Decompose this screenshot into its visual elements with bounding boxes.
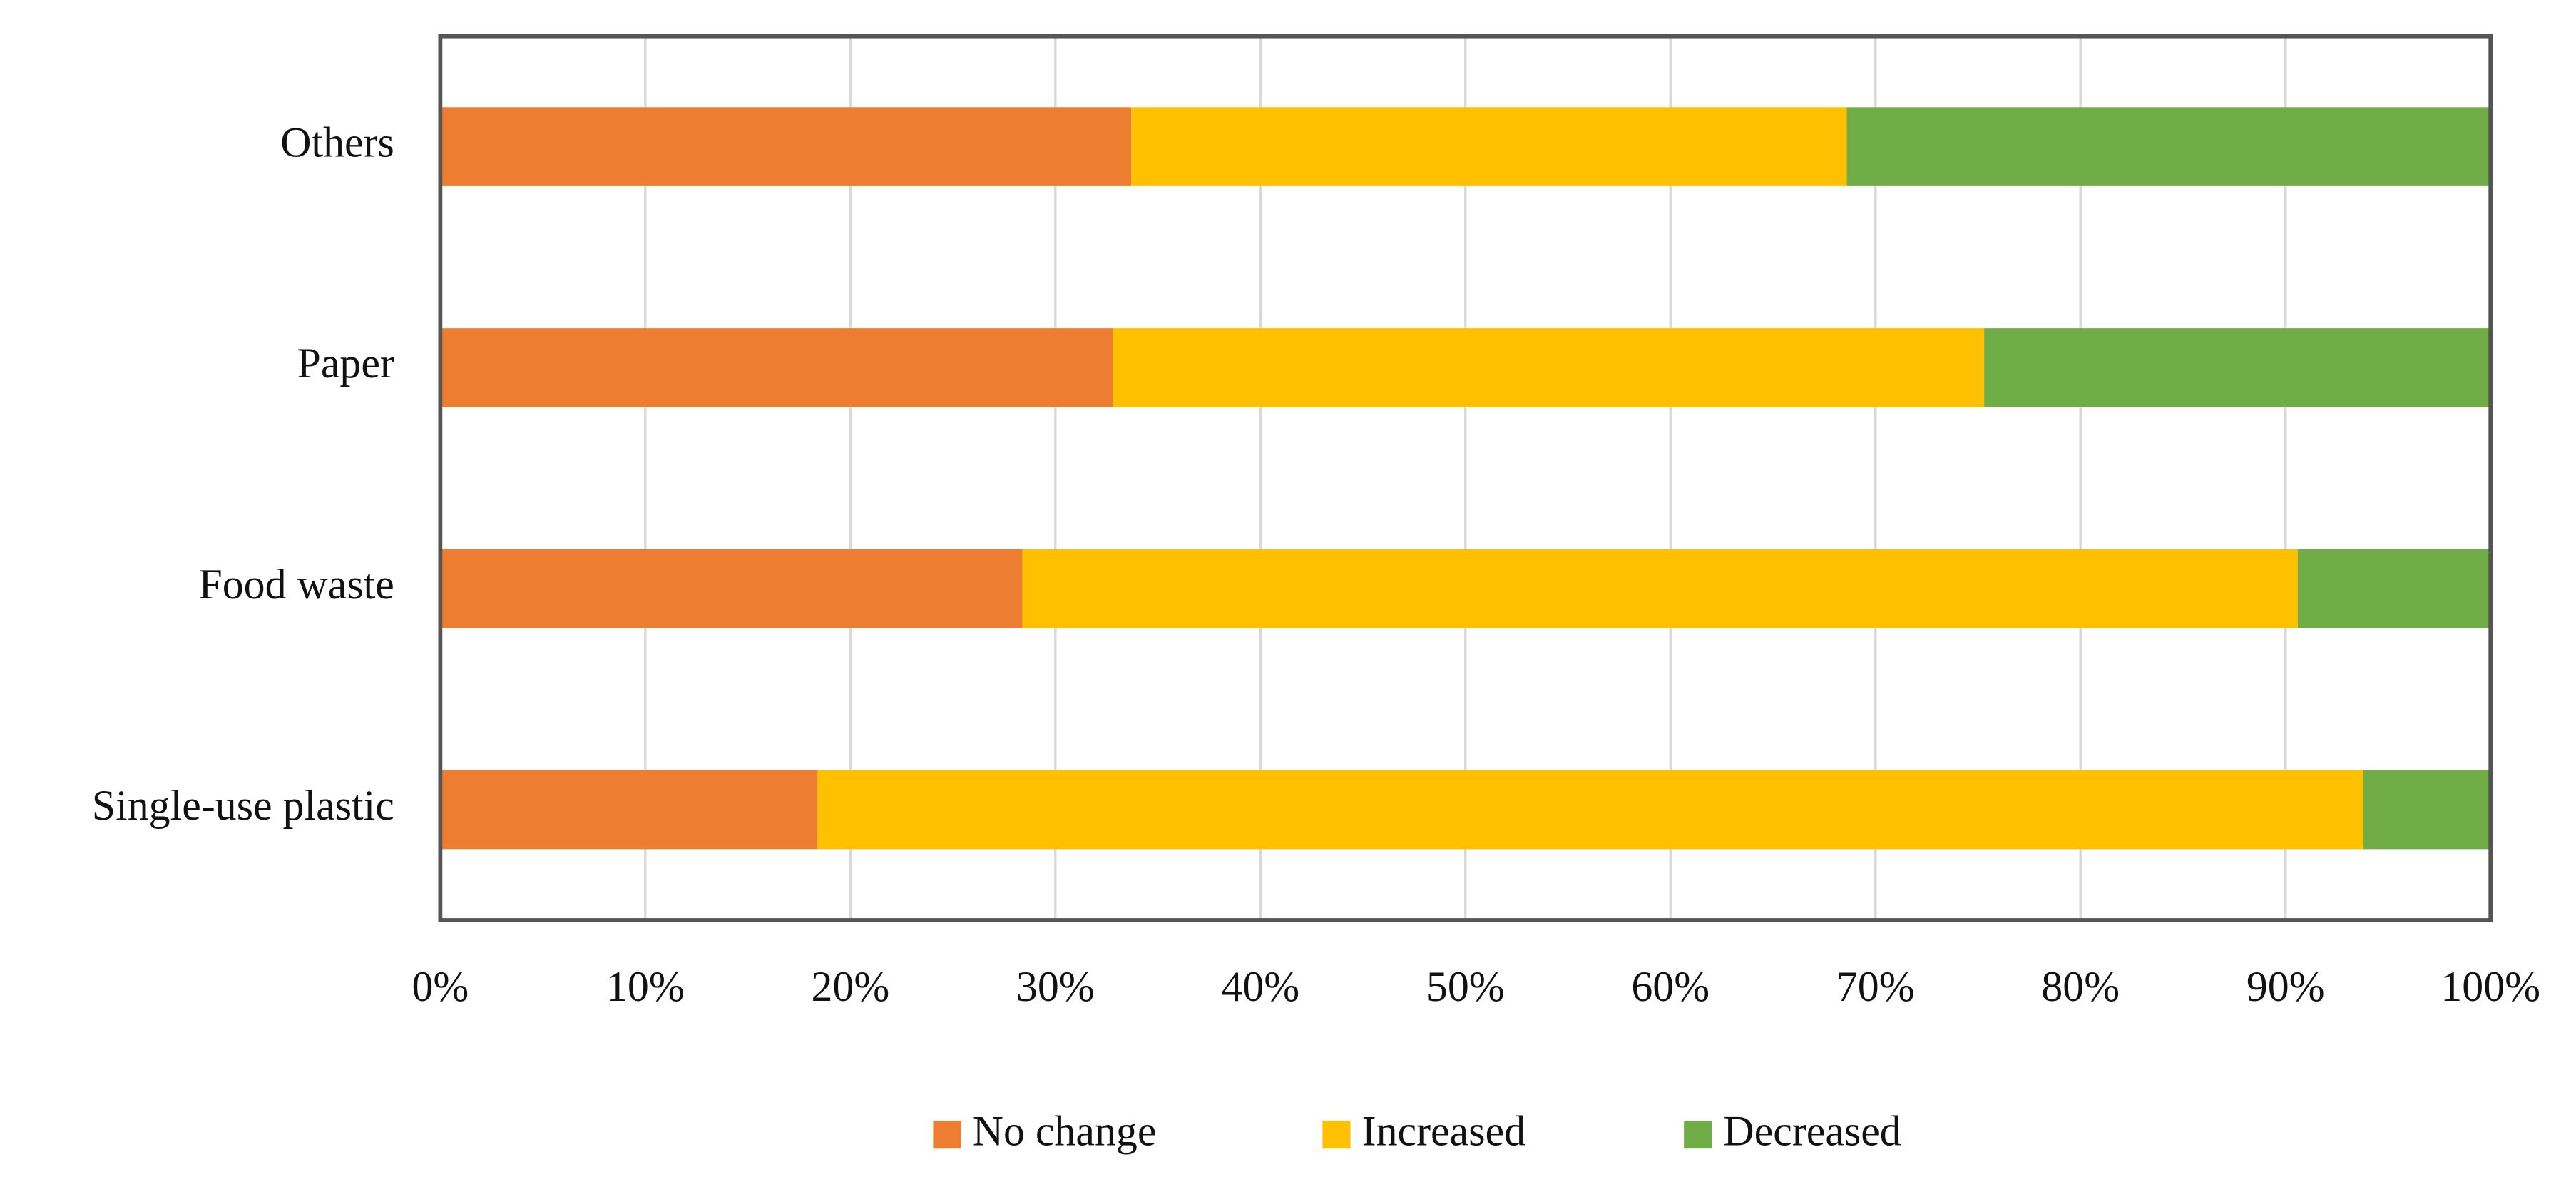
legend-label: Increased [1362,1108,1525,1155]
bar-segment [440,328,1113,407]
x-tick-label: 50% [1426,963,1505,1010]
bar-segment [2363,770,2491,850]
bar-segment [440,549,1023,628]
bar-segment [440,107,1132,186]
labels: 0% 10% 20% 30% 40% 50% 60% 70% 80% 90% 100% Single-… [92,118,2540,1154]
legend-swatch [1684,1121,1712,1149]
legend-label: Decreased [1723,1108,1901,1155]
bar-segment [2297,549,2491,628]
plot-frame [438,34,2493,922]
x-tick-label: 100% [2440,963,2540,1010]
bar-segment [1984,328,2491,407]
x-tick-label: 80% [2041,963,2120,1010]
legend-label: No change [973,1108,1157,1155]
y-tick-label: Single-use plastic [92,782,394,829]
x-tick-label: 40% [1221,963,1299,1010]
bar-segment [1022,549,2298,628]
legend-swatch [1322,1121,1351,1149]
bars [440,107,2491,850]
x-tick-label: 10% [606,963,685,1010]
x-tick-label: 0% [412,963,469,1010]
bar-segment [1846,107,2491,186]
x-tick-label: 60% [1631,963,1709,1010]
x-tick-label: 90% [2247,963,2325,1010]
bar-segment [817,770,2363,850]
bar-segment [1131,107,1847,186]
x-tick-label: 20% [811,963,889,1010]
y-tick-label: Paper [297,340,394,387]
legend-swatch [933,1121,961,1149]
y-tick-label: Food waste [198,561,394,608]
y-tick-label: Others [280,118,394,165]
bar-segment [440,770,818,850]
x-tick-label: 30% [1016,963,1095,1010]
x-tick-label: 70% [1836,963,1915,1010]
bar-segment [1113,328,1985,407]
